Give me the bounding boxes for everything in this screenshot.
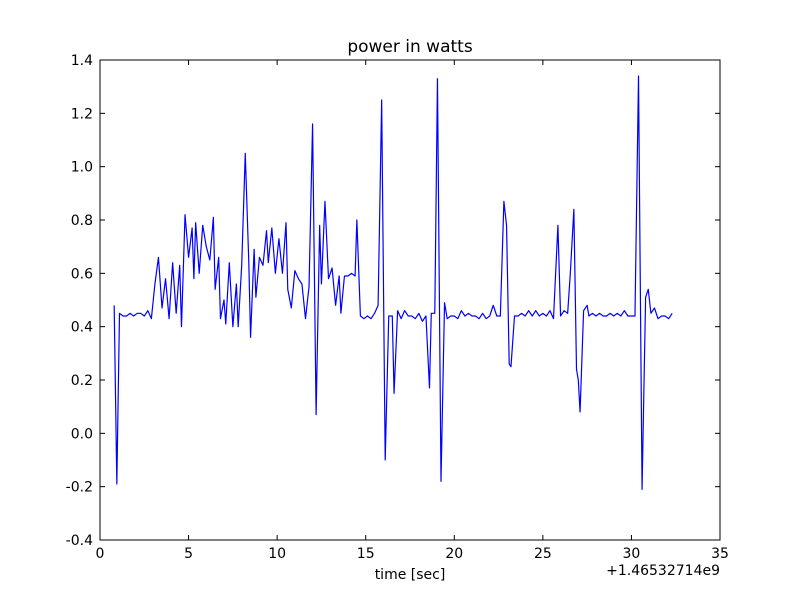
x-tick-label: 20 <box>445 546 463 562</box>
data-line <box>113 75 673 490</box>
y-tick-label: 0.4 <box>71 320 93 336</box>
y-tick-label: -0.2 <box>66 480 93 496</box>
y-tick-label: 1.4 <box>71 53 93 69</box>
x-tick-label: 5 <box>184 546 193 562</box>
x-tick-label: 0 <box>96 546 105 562</box>
y-tick-label: 1.0 <box>71 160 93 176</box>
x-tick-label: 25 <box>534 546 552 562</box>
y-tick-label: 1.2 <box>71 106 93 122</box>
y-tick-label: 0.0 <box>71 426 93 442</box>
y-tick-label: 0.6 <box>71 266 93 282</box>
x-offset-label: +1.46532714e9 <box>606 563 720 579</box>
y-tick-label: 0.2 <box>71 373 93 389</box>
x-axis-label: time [sec] <box>375 567 446 583</box>
y-tick-label: -0.4 <box>66 533 93 549</box>
x-tick-label: 15 <box>357 546 375 562</box>
chart-title: power in watts <box>347 37 473 57</box>
y-tick-label: 0.8 <box>71 213 93 229</box>
x-tick-label: 35 <box>711 546 729 562</box>
x-tick-label: 10 <box>268 546 286 562</box>
x-tick-label: 30 <box>623 546 641 562</box>
plot-frame <box>99 59 721 541</box>
